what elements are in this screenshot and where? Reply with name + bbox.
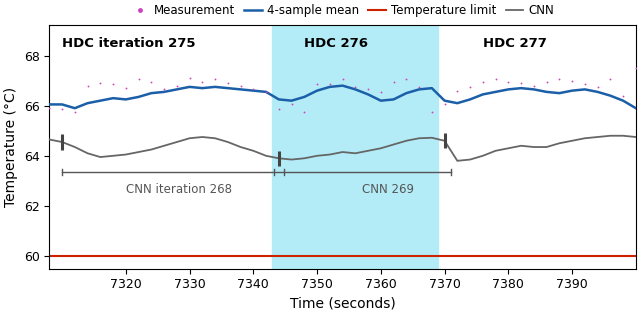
Point xyxy=(223,81,233,86)
Point xyxy=(490,77,500,82)
Point xyxy=(146,79,156,84)
Point xyxy=(452,88,463,93)
Point xyxy=(261,89,271,94)
Point xyxy=(274,107,284,112)
Point xyxy=(44,106,54,111)
Point xyxy=(159,87,169,92)
Y-axis label: Temperature (°C): Temperature (°C) xyxy=(4,87,18,207)
Point xyxy=(300,109,310,114)
Point xyxy=(414,84,424,89)
Point xyxy=(350,84,360,89)
Point xyxy=(580,82,590,87)
Point xyxy=(248,87,259,92)
Point xyxy=(516,81,526,86)
Legend: Measurement, 4-sample mean, Temperature limit, CNN: Measurement, 4-sample mean, Temperature … xyxy=(131,4,554,17)
Text: CNN 269: CNN 269 xyxy=(362,183,413,196)
Point xyxy=(541,79,552,84)
Point xyxy=(70,109,80,114)
Point xyxy=(630,66,640,71)
Point xyxy=(83,83,93,88)
Point xyxy=(376,89,386,94)
Point xyxy=(197,79,207,84)
Point xyxy=(134,77,144,82)
Point xyxy=(440,102,450,107)
Point xyxy=(57,107,67,112)
Point xyxy=(605,77,616,82)
Point xyxy=(312,82,322,87)
Point xyxy=(427,109,437,114)
Text: HDC iteration 275: HDC iteration 275 xyxy=(62,37,196,50)
Point xyxy=(324,82,335,87)
Point xyxy=(388,79,399,84)
Point xyxy=(529,83,539,88)
Point xyxy=(401,77,412,82)
Bar xyxy=(273,26,438,269)
Point xyxy=(236,83,246,88)
Point xyxy=(210,77,220,82)
X-axis label: Time (seconds): Time (seconds) xyxy=(290,297,396,311)
Point xyxy=(172,83,182,88)
Point xyxy=(593,84,603,89)
Point xyxy=(465,84,475,89)
Point xyxy=(503,79,513,84)
Point xyxy=(121,86,131,91)
Point xyxy=(287,102,297,107)
Point xyxy=(618,93,628,98)
Point xyxy=(554,77,564,82)
Point xyxy=(363,87,373,92)
Point xyxy=(337,77,348,82)
Text: HDC 276: HDC 276 xyxy=(304,37,368,50)
Point xyxy=(95,81,106,86)
Point xyxy=(567,78,577,83)
Point xyxy=(108,82,118,87)
Point xyxy=(184,76,195,81)
Point xyxy=(477,79,488,84)
Text: HDC 277: HDC 277 xyxy=(483,37,547,50)
Text: CNN iteration 268: CNN iteration 268 xyxy=(126,183,232,196)
